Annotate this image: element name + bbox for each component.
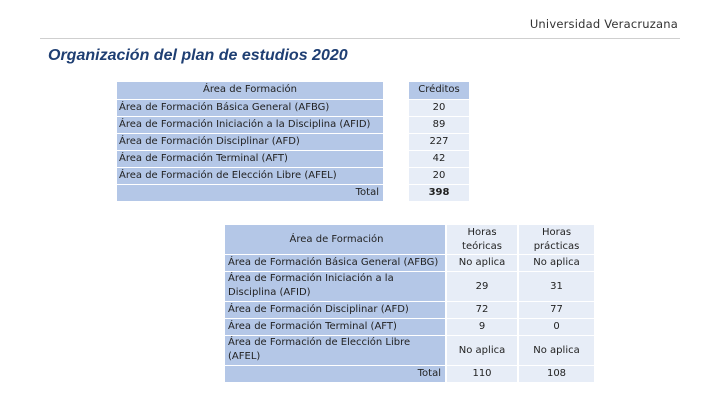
table-row-credits: 20 [409, 100, 469, 116]
total-theory-hours: 110 [447, 366, 517, 382]
col-header-area: Área de Formación [117, 82, 383, 99]
page-title: Organización del plan de estudios 2020 [48, 47, 348, 64]
university-brand: Universidad Veracruzana [529, 17, 678, 31]
table-row-practice: No aplica [519, 336, 594, 365]
col-header-theory-hours: Horas teóricas [447, 225, 517, 254]
table-row-practice: 77 [519, 302, 594, 318]
total-practice-hours: 108 [519, 366, 594, 382]
table-row-practice: 0 [519, 319, 594, 335]
table-row-area: Área de Formación de Elección Libre (AFE… [117, 168, 383, 184]
table-row-area: Área de Formación Disciplinar (AFD) [117, 134, 383, 150]
table-row-practice: No aplica [519, 255, 594, 271]
table-row-theory: 72 [447, 302, 517, 318]
table-row-area: Área de Formación Iniciación a la Discip… [225, 272, 445, 301]
table-row-practice: 31 [519, 272, 594, 301]
table-row-area: Área de Formación Terminal (AFT) [225, 319, 445, 335]
total-label: Total [225, 366, 445, 382]
table-row-credits: 227 [409, 134, 469, 150]
table-row-area: Área de Formación Terminal (AFT) [117, 151, 383, 167]
table-row-theory: No aplica [447, 255, 517, 271]
total-credits: 398 [409, 185, 469, 201]
header-divider [40, 38, 680, 39]
table-row-theory: 9 [447, 319, 517, 335]
table-row-theory: No aplica [447, 336, 517, 365]
table-row-credits: 89 [409, 117, 469, 133]
table-row-credits: 42 [409, 151, 469, 167]
total-label: Total [117, 185, 383, 201]
col-header-practice-hours: Horas prácticas [519, 225, 594, 254]
table-row-area: Área de Formación Básica General (AFBG) [225, 255, 445, 271]
table-row-area: Área de Formación Iniciación a la Discip… [117, 117, 383, 133]
table-row-credits: 20 [409, 168, 469, 184]
table-row-area: Área de Formación Disciplinar (AFD) [225, 302, 445, 318]
table-row-theory: 29 [447, 272, 517, 301]
table-row-area: Área de Formación de Elección Libre (AFE… [225, 336, 445, 365]
col-header-area: Área de Formación [225, 225, 445, 254]
col-header-credits: Créditos [409, 82, 469, 99]
table-row-area: Área de Formación Básica General (AFBG) [117, 100, 383, 116]
